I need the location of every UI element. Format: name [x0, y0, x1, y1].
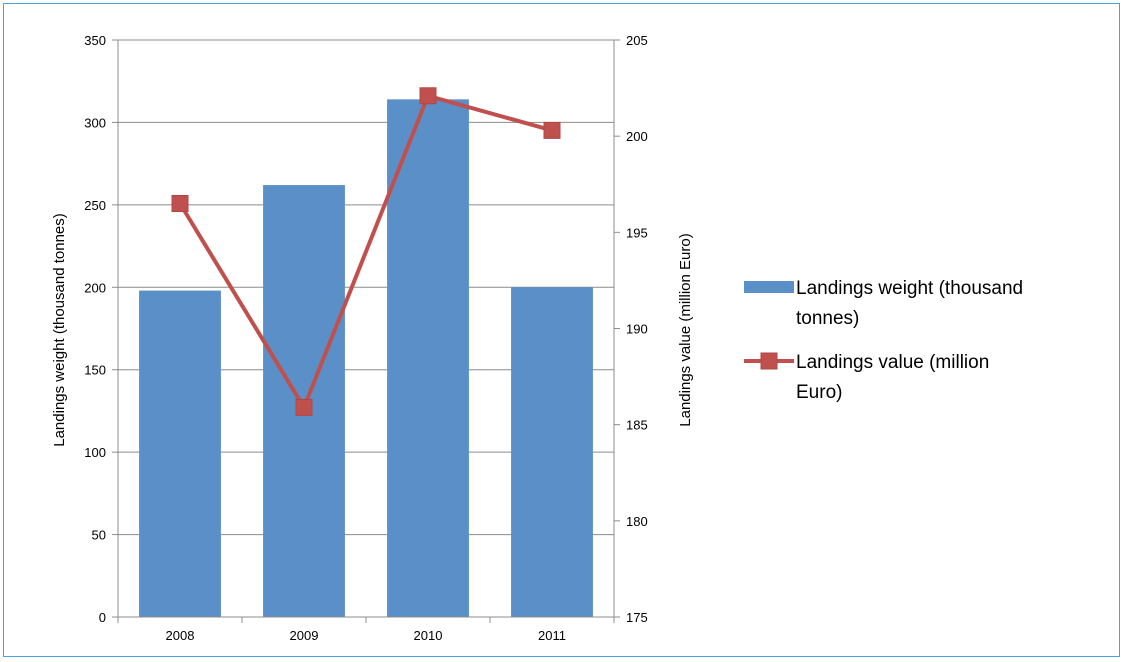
- line-value-path: [178, 93, 553, 410]
- x-tick-label: 2009: [290, 628, 319, 643]
- legend-marker-value: [760, 352, 778, 370]
- left-tick-label: 250: [84, 198, 106, 213]
- right-tick-label: 195: [626, 225, 648, 240]
- x-tick-label: 2011: [538, 628, 566, 643]
- right-tick-label: 180: [626, 514, 648, 529]
- right-tick-label: 190: [626, 322, 648, 337]
- right-axis-ticks: 175 180 185 190 195 200 205: [626, 33, 648, 625]
- line-point-2009: [295, 398, 313, 416]
- legend-label-value-line1: Landings value (million: [796, 352, 989, 373]
- bar-series: [139, 99, 593, 617]
- left-tick-label: 200: [84, 280, 106, 295]
- right-tick-label: 175: [626, 610, 648, 625]
- x-tick-label: 2010: [414, 628, 443, 643]
- right-axis-title: Landings value (million Euro): [677, 233, 694, 426]
- left-axis-title: Landings weight (thousand tonnes): [51, 213, 68, 447]
- x-tick-label: 2008: [166, 628, 195, 643]
- legend: Landings weight (thousand tonnes) Landin…: [744, 278, 1023, 403]
- legend-label-weight-line1: Landings weight (thousand: [796, 278, 1023, 299]
- bar-2008: [139, 290, 221, 617]
- line-point-2011: [543, 121, 561, 139]
- right-tick-label: 200: [626, 129, 648, 144]
- legend-swatch-weight: [744, 281, 794, 293]
- right-tick-label: 205: [626, 33, 648, 48]
- left-tick-label: 100: [84, 445, 106, 460]
- right-tick-label: 185: [626, 418, 648, 433]
- legend-label-weight-line2: tonnes): [796, 308, 859, 329]
- axes: [112, 39, 620, 623]
- x-axis-ticks: 2008 2009 2010 2011: [166, 628, 566, 643]
- left-axis-ticks: 0 50 100 150 200 250 300 350: [84, 33, 106, 625]
- line-point-2010: [419, 87, 437, 105]
- left-tick-label: 0: [99, 610, 106, 625]
- line-point-2008: [171, 194, 189, 212]
- left-tick-label: 50: [92, 528, 106, 543]
- left-tick-label: 350: [84, 33, 106, 48]
- bar-2010: [387, 99, 469, 617]
- left-tick-label: 150: [84, 363, 106, 378]
- left-tick-label: 300: [84, 115, 106, 130]
- line-series: [171, 87, 561, 416]
- legend-label-value-line2: Euro): [796, 382, 842, 403]
- bar-2011: [511, 287, 593, 617]
